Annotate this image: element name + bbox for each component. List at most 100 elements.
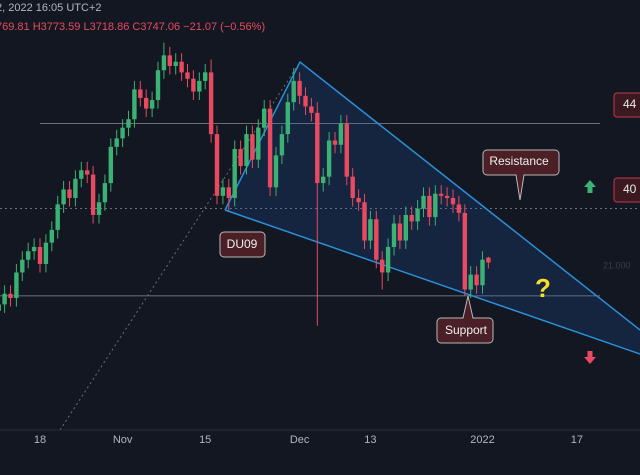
candle-body	[185, 72, 190, 79]
candle-body	[179, 61, 184, 73]
candle-body	[462, 212, 467, 290]
label-box	[613, 177, 640, 203]
candle-body	[433, 193, 438, 218]
candle-body	[232, 149, 237, 198]
candle-body	[108, 146, 113, 184]
level-label: 40	[613, 177, 640, 203]
candle-body	[214, 134, 220, 196]
candle-body	[138, 89, 143, 98]
candle-body	[132, 89, 137, 120]
candle-body	[161, 55, 167, 71]
candle-body	[203, 72, 208, 81]
candle-body	[356, 197, 361, 203]
candle-body	[297, 80, 302, 96]
tag-box	[436, 295, 494, 344]
candle-body	[49, 229, 54, 243]
candle-body	[256, 127, 261, 160]
arrow-down	[584, 351, 596, 364]
candle-body	[273, 155, 279, 188]
candle-body	[391, 223, 397, 247]
label-text: 44	[623, 97, 637, 111]
candle-body	[291, 80, 296, 103]
candle-body	[279, 134, 285, 156]
candle-body	[374, 219, 379, 260]
candle-body	[126, 119, 131, 128]
candle-body	[26, 251, 31, 260]
candle-body	[208, 72, 214, 135]
candle-body	[37, 246, 43, 264]
x-tick-label: 15	[199, 434, 211, 446]
candle-body	[96, 202, 102, 215]
x-tick-label: 2022	[470, 434, 494, 446]
candle-body	[427, 195, 432, 218]
candle-body	[31, 246, 37, 252]
candle-body	[262, 108, 267, 128]
candle-body	[480, 259, 485, 286]
candle-body	[191, 78, 196, 92]
candle-body	[332, 140, 338, 145]
candle-body	[43, 242, 49, 264]
tag-text: Resistance	[489, 154, 549, 168]
candle-body	[102, 183, 108, 203]
x-tick-label: Dec	[290, 434, 310, 446]
candle-body	[315, 112, 320, 184]
candle-body	[350, 176, 355, 198]
candle-body	[321, 176, 326, 184]
tag-box	[219, 231, 266, 258]
candle-body	[397, 223, 403, 241]
candle-body	[167, 55, 172, 66]
candle-body	[362, 202, 367, 241]
header-date: 2, 2022 16:05 UTC+2	[0, 2, 102, 14]
tag-box	[482, 149, 560, 201]
candle-body	[468, 274, 473, 290]
levels	[0, 123, 640, 297]
candle-body	[14, 272, 19, 299]
trend-line	[59, 61, 301, 431]
candle-body	[226, 187, 231, 198]
candle-body	[368, 219, 373, 241]
candle-body	[155, 70, 161, 101]
candle-body	[344, 123, 349, 177]
candle-body	[0, 304, 1, 311]
label-box	[613, 92, 640, 118]
candle-body	[326, 140, 332, 177]
candle-body	[149, 100, 155, 109]
level-label: 44	[613, 92, 640, 118]
wedge-upper	[224, 60, 640, 331]
faint-label: 21.000	[603, 260, 631, 270]
tag-text: DU09	[227, 237, 258, 251]
candle-body	[409, 215, 414, 222]
arrow-up	[584, 180, 596, 193]
candle-body	[79, 170, 84, 179]
candle-body	[439, 193, 444, 196]
du09-tag: DU09	[219, 231, 266, 258]
candle-body	[267, 108, 273, 188]
x-labels: 18 Nov 15 Dec 13 2022 17	[34, 434, 583, 446]
candle-body	[250, 134, 255, 160]
candle-body	[114, 138, 119, 147]
candle-body	[8, 293, 13, 299]
wedge-lower	[224, 209, 640, 355]
resistance-tag: Resistance	[482, 149, 560, 201]
candle-body	[285, 102, 290, 135]
candle-body	[385, 246, 391, 273]
x-tick-label: 17	[571, 434, 583, 446]
candle-body	[20, 259, 25, 273]
candle-body	[144, 97, 149, 109]
candle-body	[303, 95, 308, 107]
candle-body	[380, 259, 385, 273]
candle-body	[415, 208, 420, 222]
question-mark: ?	[535, 273, 551, 303]
candle-body	[90, 174, 96, 215]
candle-body	[238, 149, 243, 167]
candle-body	[2, 293, 7, 305]
candle-body	[244, 134, 249, 167]
candle-body	[444, 195, 450, 198]
candle-body	[220, 187, 226, 196]
candle-body	[403, 215, 408, 241]
candle-body	[73, 178, 78, 198]
header-ohlc: 769.81 H3773.59 L3718.86 C3747.06 −21.07…	[0, 21, 265, 33]
candle-body	[173, 61, 178, 66]
